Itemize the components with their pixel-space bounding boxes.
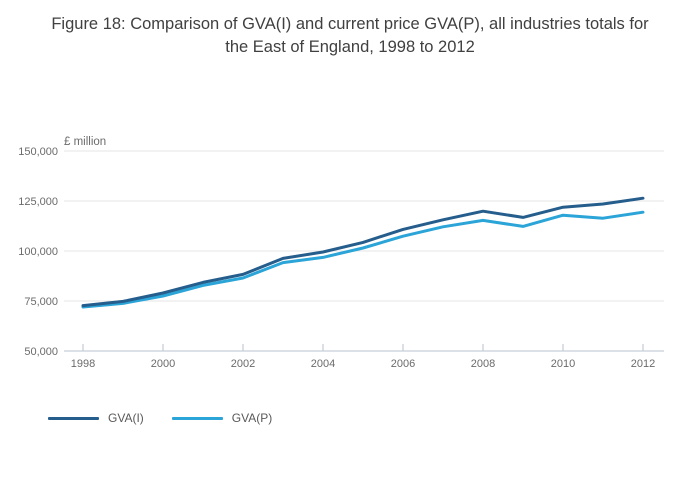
legend-line-swatch-gvai bbox=[48, 416, 99, 420]
x-axis-tick-label: 2008 bbox=[471, 358, 495, 370]
y-axis-unit-label: £ million bbox=[64, 136, 106, 148]
y-axis-tick-label: 125,000 bbox=[18, 196, 58, 208]
x-axis-tick-label: 2006 bbox=[391, 358, 415, 370]
y-axis-tick-label: 50,000 bbox=[24, 346, 58, 358]
legend-label-gvai: GVA(I) bbox=[108, 411, 144, 425]
series-line-gvai bbox=[81, 196, 645, 308]
legend-item-gvai[interactable]: GVA(I) bbox=[48, 411, 144, 425]
x-axis-tick-label: 2004 bbox=[311, 358, 335, 370]
chart-legend: GVA(I) GVA(P) bbox=[48, 411, 272, 425]
legend-line-swatch-gvap bbox=[171, 416, 223, 420]
series-line-gvap bbox=[81, 210, 645, 309]
x-axis-tick-label: 2010 bbox=[551, 358, 575, 370]
legend-label-gvap: GVA(P) bbox=[231, 411, 273, 425]
x-axis-tick-label: 2012 bbox=[631, 358, 655, 370]
x-axis-tick-label: 2002 bbox=[231, 358, 255, 370]
x-axis-tick-label: 2000 bbox=[151, 358, 175, 370]
y-axis-tick-label: 100,000 bbox=[18, 246, 58, 258]
y-axis-tick-label: 75,000 bbox=[24, 296, 58, 308]
y-axis-tick-label: 150,000 bbox=[18, 146, 58, 158]
x-axis-tick-label: 1998 bbox=[71, 358, 95, 370]
chart-title: Figure 18: Comparison of GVA(I) and curr… bbox=[51, 15, 649, 56]
legend-item-gvap[interactable]: GVA(P) bbox=[171, 411, 273, 425]
